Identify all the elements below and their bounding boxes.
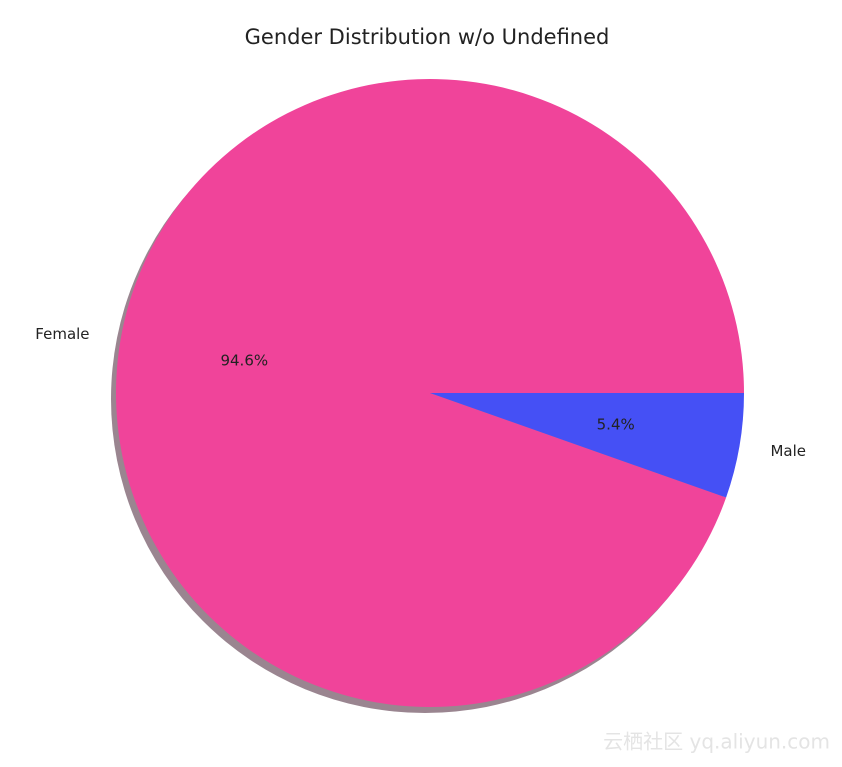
slice-label: Male (770, 442, 806, 460)
pie-slice (430, 393, 744, 498)
value-label: 5.4% (597, 415, 635, 433)
value-label: 94.6% (220, 352, 268, 370)
watermark: 云栖社区 yq.aliyun.com (603, 730, 830, 754)
pie-slice (115, 79, 745, 708)
chart-title: Gender Distribution w/o Undefined (245, 25, 610, 49)
slice-label: Female (35, 325, 89, 343)
